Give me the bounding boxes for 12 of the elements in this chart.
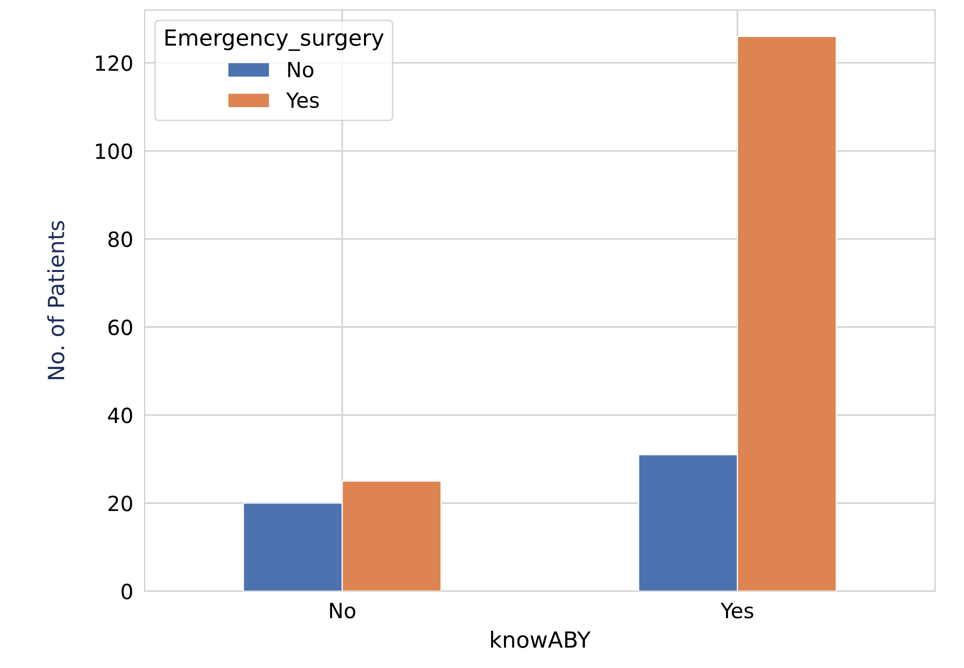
y-tick-label: 40 — [108, 408, 132, 424]
y-tick-label: 0 — [122, 584, 132, 600]
y-tick-label: 20 — [108, 496, 132, 512]
y-axis-title: No. of Patients — [47, 220, 64, 380]
legend-label: No — [288, 62, 314, 78]
x-axis-title: knowABY — [491, 630, 591, 648]
legend-title: Emergency_surgery — [166, 29, 384, 51]
legend-label: Yes — [286, 92, 319, 108]
y-tick-label: 60 — [108, 319, 132, 336]
y-tick-label: 120 — [96, 55, 132, 72]
y-tick-label: 80 — [108, 231, 132, 248]
y-tick-label: 100 — [96, 143, 132, 160]
